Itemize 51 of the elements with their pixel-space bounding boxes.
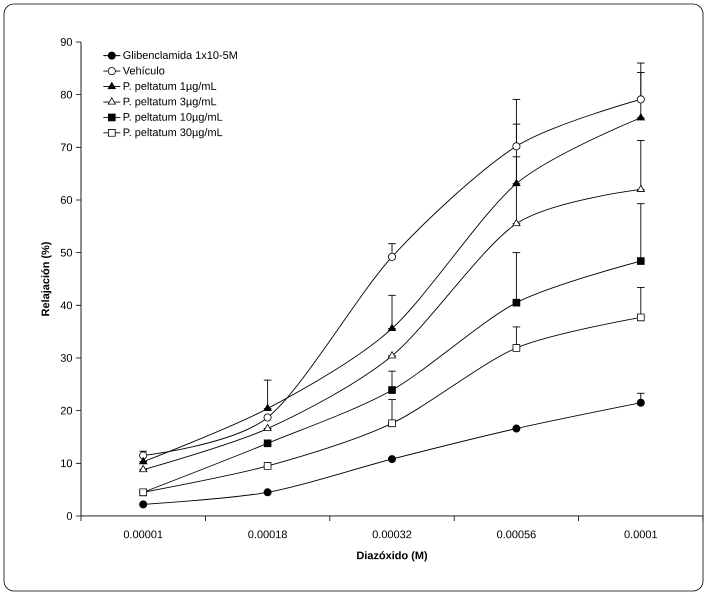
point	[636, 184, 645, 192]
point	[264, 414, 272, 422]
point	[388, 324, 396, 331]
point	[264, 440, 272, 448]
point	[388, 386, 396, 394]
point	[264, 424, 272, 432]
y-tick-label: 40	[60, 301, 72, 310]
legend-label: P. peltatum 10µg/mL	[124, 112, 222, 123]
point	[264, 404, 272, 412]
y-tick-label: 20	[60, 406, 72, 415]
point	[264, 488, 272, 496]
y-axis-title: Relajación (%)	[41, 242, 52, 316]
y-tick-label: 60	[60, 196, 72, 204]
point	[512, 424, 520, 433]
y-tick-label: 50	[60, 248, 72, 257]
point	[512, 298, 520, 306]
point	[388, 351, 396, 358]
point	[636, 113, 645, 120]
point	[139, 457, 148, 464]
x-tick-label: 0.00001	[124, 530, 162, 538]
point	[139, 500, 148, 508]
y-tick-label: 10	[61, 459, 72, 468]
point	[636, 398, 645, 407]
x-tick-label: 0.00056	[497, 530, 536, 538]
point	[512, 344, 520, 352]
y-tick-label: 80	[60, 90, 72, 99]
legend-label: Glibenclamida 1x10-5M	[123, 50, 237, 59]
point	[388, 252, 396, 261]
legend-label: Vehículo	[122, 66, 164, 75]
x-tick-label: 0.00032	[372, 530, 412, 538]
x-tick-label: 0.00018	[248, 530, 287, 538]
point	[512, 219, 520, 226]
point	[388, 419, 396, 428]
point	[512, 142, 520, 150]
point	[636, 95, 645, 104]
y-tick-label: 90	[60, 38, 72, 46]
point	[139, 451, 148, 460]
y-tick-label: 30	[60, 354, 72, 362]
legend-label: P. peltatum 1µg/mL	[124, 82, 216, 92]
y-tick-label: 0	[66, 512, 72, 520]
x-axis-title: Diazóxido (M)	[357, 551, 428, 562]
point	[264, 462, 272, 470]
point	[637, 257, 645, 265]
legend-label: P. peltatum 30µg/mL	[124, 128, 222, 138]
legend-label: P. peltatum 3µg/mL	[124, 97, 216, 108]
y-tick-label: 70	[60, 143, 72, 152]
point	[637, 314, 645, 322]
point	[512, 179, 520, 186]
point	[139, 465, 148, 472]
x-tick-label: 0.0001	[624, 530, 658, 538]
point	[388, 455, 396, 464]
